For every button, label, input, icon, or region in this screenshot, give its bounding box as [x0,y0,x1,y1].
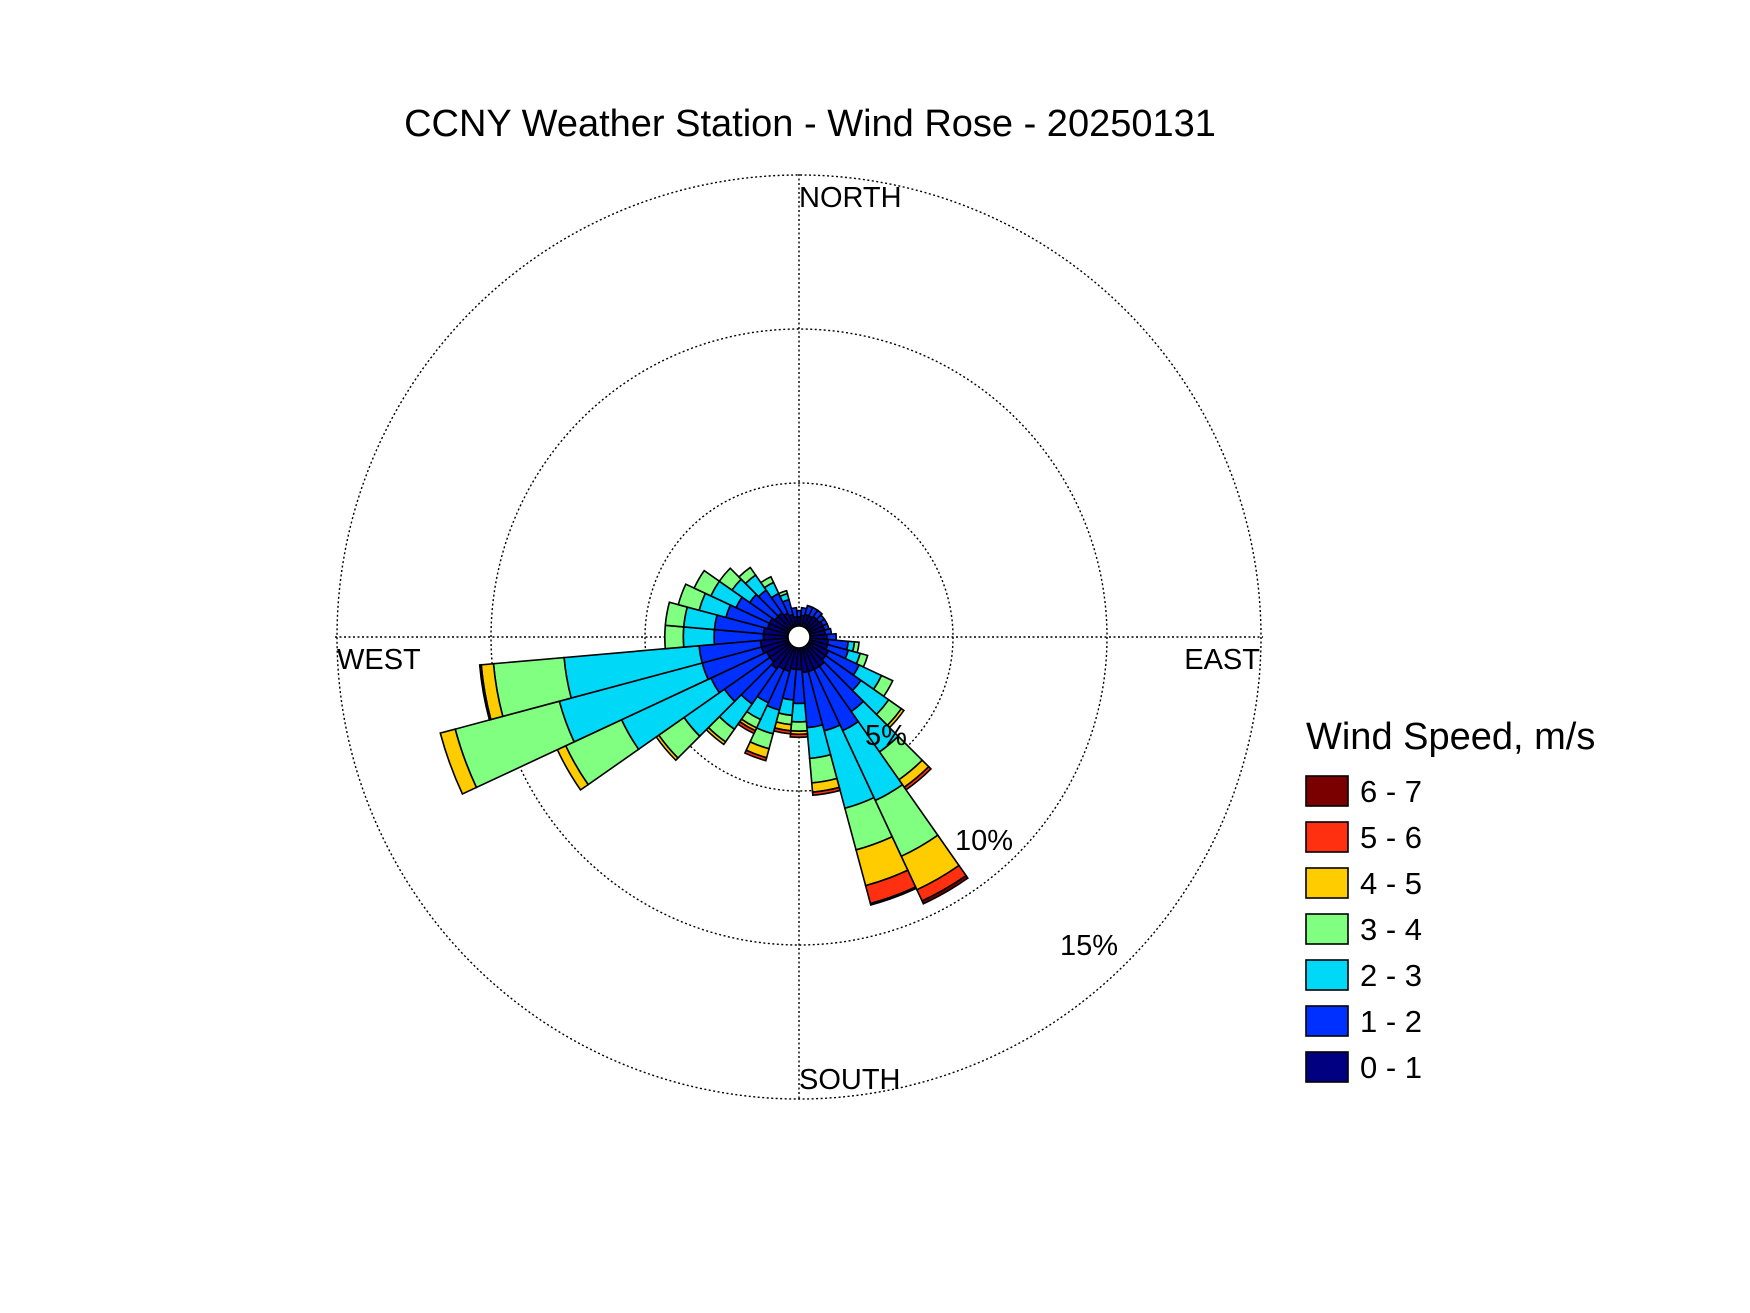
legend-swatch-1 [1305,821,1349,853]
wedge-dir-200-bin-5 [743,749,768,762]
wedge-dir-150-bin-6 [921,874,969,905]
legend-swatch-3 [1305,913,1349,945]
wedge-dir-160-bin-6 [869,885,918,906]
wedge-dir-330-bin-3 [759,575,775,589]
wedge-dir-40-bin-1 [812,609,824,621]
label-west: WEST [337,644,421,676]
wedge-dir-340-bin-3 [777,589,789,598]
label-south: SOUTH [799,1064,901,1096]
wedge-dir-280-bin-3 [664,601,689,628]
wedge-dir-320-bin-3 [737,566,757,585]
grid-ring-15 [336,174,1262,1100]
legend-swatch-0 [1305,775,1349,807]
wedge-dir-310-bin-3 [718,567,743,592]
legend-label-2: 4 - 5 [1360,866,1422,901]
radial-tick-15: 15% [1060,930,1118,962]
calm-center-circle [787,625,811,649]
legend-label-4: 2 - 3 [1360,958,1422,993]
legend-label-0: 6 - 7 [1360,774,1422,809]
legend-label-5: 1 - 2 [1360,1004,1422,1039]
legend-swatch-6 [1305,1051,1349,1083]
legend-items: 6 - 7 5 - 6 4 - 5 3 - 4 2 - 3 1 - 2 0 - 1 [1305,774,1422,1085]
wedge-dir-180-bin-5 [789,733,809,739]
radial-tick-10: 10% [955,825,1013,857]
wind-rose-wedges [439,566,969,906]
legend-label-1: 5 - 6 [1360,820,1422,855]
wedge-dir-180-bin-3 [789,720,809,732]
label-north: NORTH [799,182,902,214]
wedge-dir-260-bin-5 [478,663,492,721]
wedge-dir-300-bin-3 [693,569,721,597]
wedge-dir-350-bin-1 [790,606,799,619]
grid-ring-5 [644,482,954,792]
wedge-dir-250-bin-3 [454,700,576,789]
wedge-dir-180-bin-2 [790,702,808,723]
legend-label-3: 3 - 4 [1360,912,1422,947]
grid-ring-10 [490,328,1108,946]
radial-tick-5: 5% [865,720,907,752]
wedge-dir-270-bin-3 [664,624,685,650]
wedge-dir-250-bin-4 [439,728,478,796]
chart-title: CCNY Weather Station - Wind Rose - 20250… [404,103,1216,145]
legend-swatch-5 [1305,1005,1349,1037]
wedge-dir-170-bin-5 [811,786,842,797]
legend: Wind Speed, m/s 6 - 7 5 - 6 4 - 5 3 - 4 2 - … [1305,716,1595,1085]
legend-swatch-2 [1305,867,1349,899]
label-east: EAST [1184,644,1260,676]
legend-title: Wind Speed, m/s [1306,716,1595,758]
legend-label-6: 0 - 1 [1360,1050,1422,1085]
legend-swatch-4 [1305,959,1349,991]
